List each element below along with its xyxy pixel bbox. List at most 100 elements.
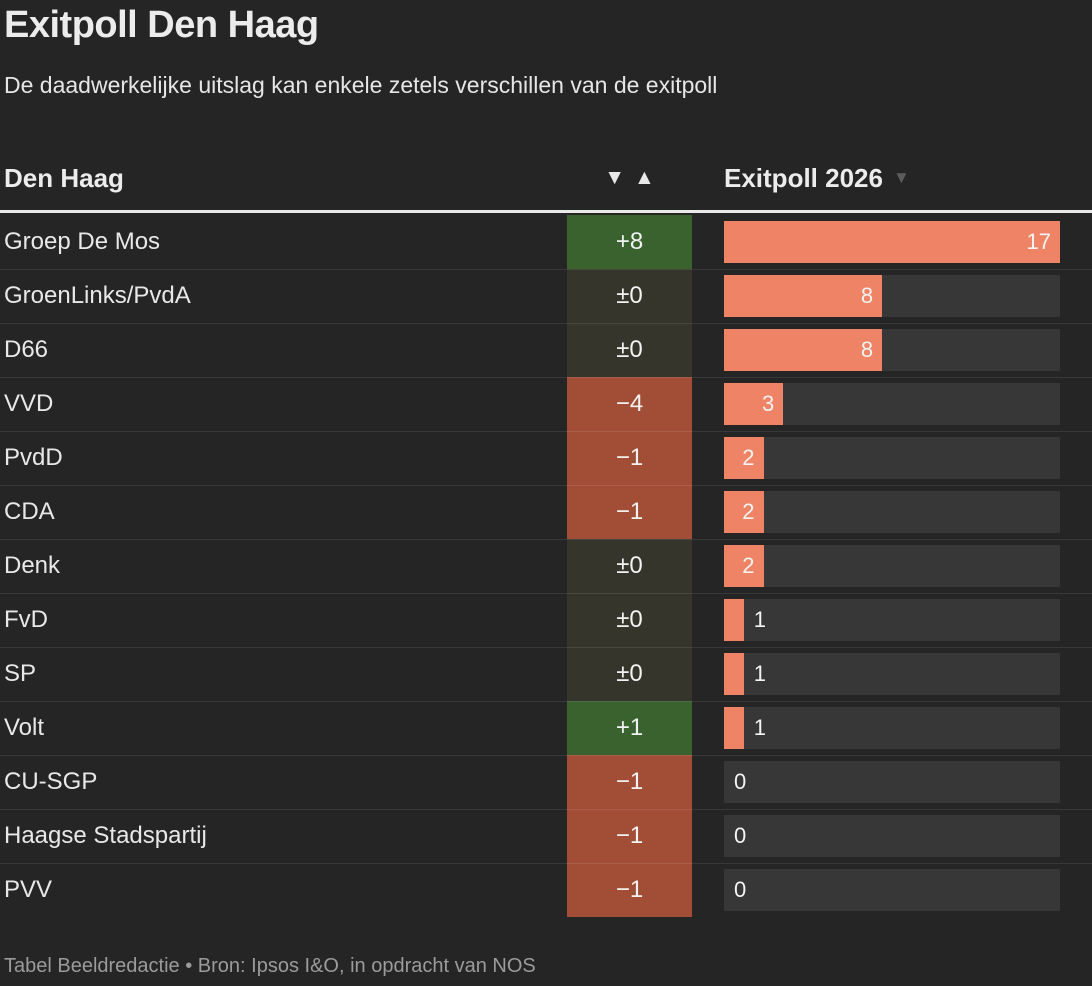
change-cell: −4 — [567, 377, 692, 431]
party-name: Denk — [4, 552, 61, 579]
source-credit: Tabel Beeldredactie • Bron: Ipsos I&O, i… — [4, 955, 536, 977]
seat-bar-track: 1 — [724, 599, 1060, 641]
seat-bar-track: 8 — [724, 329, 1060, 371]
seat-count: 17 — [1026, 229, 1051, 254]
seat-count: 0 — [734, 823, 747, 848]
page-title: Exitpoll Den Haag — [4, 4, 319, 46]
seat-bar-track: 0 — [724, 815, 1060, 857]
seat-bar-track: 2 — [724, 437, 1060, 479]
seat-count: 8 — [860, 283, 874, 308]
change-cell: −1 — [567, 431, 692, 485]
seat-bar-track: 1 — [724, 653, 1060, 695]
party-name: Haagse Stadspartij — [4, 822, 207, 849]
change-value: ±0 — [616, 660, 643, 687]
change-value: −1 — [615, 498, 644, 525]
change-value: −4 — [615, 390, 644, 417]
seat-bar-track: 2 — [724, 491, 1060, 533]
table-row: Haagse Stadspartij −1 0 — [0, 809, 1092, 863]
change-cell: +8 — [567, 215, 692, 269]
party-name: PvdD — [4, 444, 63, 471]
change-value: ±0 — [616, 336, 643, 363]
party-name: CU-SGP — [4, 768, 98, 795]
change-cell: ±0 — [567, 647, 692, 701]
party-name: SP — [4, 660, 37, 687]
seat-count: 3 — [762, 391, 775, 416]
results-table: Groep De Mos +8 17 GroenLinks/PvdA ±0 8 … — [0, 215, 1092, 917]
party-name: Volt — [4, 714, 45, 741]
change-cell: ±0 — [567, 269, 692, 323]
seat-bar-track: 0 — [724, 869, 1060, 911]
seat-bar: 3 — [724, 383, 784, 425]
seat-bar: 1 — [724, 707, 766, 749]
table-row: D66 ±0 8 — [0, 323, 1092, 377]
value-column-header[interactable]: Exitpoll 2026 ▼ — [724, 163, 1060, 194]
change-cell: ±0 — [567, 323, 692, 377]
table-row: Groep De Mos +8 17 — [0, 215, 1092, 269]
seat-count: 2 — [742, 499, 755, 524]
change-cell: ±0 — [567, 593, 692, 647]
disclaimer-text: De daadwerkelijke uitslag kan enkele zet… — [4, 72, 718, 98]
table-row: PVV −1 0 — [0, 863, 1092, 917]
table-row: PvdD −1 2 — [0, 431, 1092, 485]
change-cell: −1 — [567, 485, 692, 539]
change-sort-toggle[interactable]: ▼ ▲ — [567, 166, 692, 190]
party-name: GroenLinks/PvdA — [4, 282, 191, 309]
table-header: Den Haag ▼ ▲ Exitpoll 2026 ▼ — [0, 152, 1092, 204]
table-row: GroenLinks/PvdA ±0 8 — [0, 269, 1092, 323]
seat-bar-track: 17 — [724, 221, 1060, 263]
sort-desc-icon[interactable]: ▼ — [604, 166, 625, 189]
change-value: ±0 — [616, 282, 643, 309]
seat-bar-track: 0 — [724, 761, 1060, 803]
seat-bar-track: 3 — [724, 383, 1060, 425]
region-column-header: Den Haag — [4, 162, 124, 193]
change-value: ±0 — [616, 552, 643, 579]
table-row: SP ±0 1 — [0, 647, 1092, 701]
value-column-label[interactable]: Exitpoll 2026 — [724, 162, 883, 193]
seat-bar: 1 — [724, 599, 766, 641]
seat-count: 0 — [734, 877, 747, 902]
change-value: −1 — [615, 444, 644, 471]
change-cell: +1 — [567, 701, 692, 755]
table-row: FvD ±0 1 — [0, 593, 1092, 647]
seat-count: 1 — [753, 715, 766, 740]
party-name: VVD — [4, 390, 54, 417]
sort-asc-icon[interactable]: ▲ — [634, 166, 655, 189]
seat-bar: 2 — [724, 491, 764, 533]
party-name: FvD — [4, 606, 48, 633]
seat-bar: 1 — [724, 653, 766, 695]
seat-bar: 2 — [724, 437, 764, 479]
seat-count: 2 — [742, 553, 755, 578]
change-value: +1 — [615, 714, 644, 741]
seat-count: 0 — [734, 769, 747, 794]
change-value: +8 — [615, 228, 644, 255]
change-value: ±0 — [616, 606, 643, 633]
party-name: Groep De Mos — [4, 228, 161, 255]
header-divider — [0, 210, 1092, 213]
change-value: −1 — [615, 876, 644, 903]
seat-bar: 2 — [724, 545, 764, 587]
table-row: Volt +1 1 — [0, 701, 1092, 755]
change-cell: ±0 — [567, 539, 692, 593]
seat-count: 1 — [753, 607, 766, 632]
change-cell: −1 — [567, 863, 692, 917]
seat-bar: 8 — [724, 275, 883, 317]
change-cell: −1 — [567, 755, 692, 809]
seat-bar: 17 — [724, 221, 1060, 263]
table-row: CDA −1 2 — [0, 485, 1092, 539]
party-name: D66 — [4, 336, 49, 363]
party-name: PVV — [4, 876, 53, 903]
change-value: −1 — [615, 768, 644, 795]
seat-bar-track: 1 — [724, 707, 1060, 749]
change-value: −1 — [615, 822, 644, 849]
seat-count: 8 — [860, 337, 874, 362]
seat-bar: 8 — [724, 329, 883, 371]
table-row: VVD −4 3 — [0, 377, 1092, 431]
change-cell: −1 — [567, 809, 692, 863]
table-row: Denk ±0 2 — [0, 539, 1092, 593]
table-row: CU-SGP −1 0 — [0, 755, 1092, 809]
active-sort-icon: ▼ — [892, 168, 910, 187]
seat-bar-track: 8 — [724, 275, 1060, 317]
party-name: CDA — [4, 498, 55, 525]
seat-count: 2 — [742, 445, 755, 470]
